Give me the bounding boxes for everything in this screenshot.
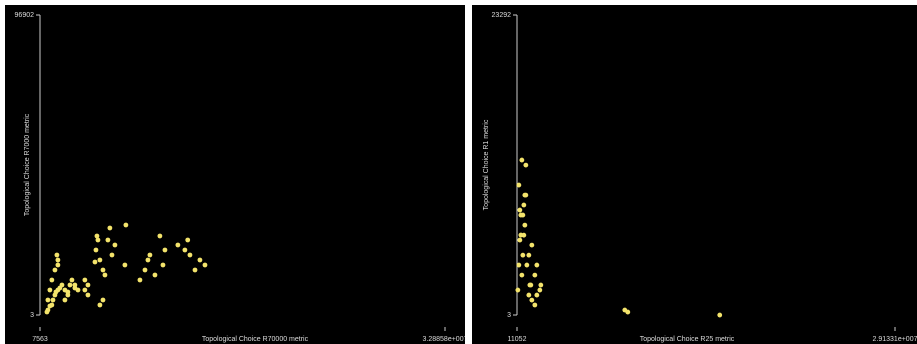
point — [45, 297, 51, 303]
y-tick-label: 3 — [507, 312, 511, 319]
scatter-panel: 3 23292 11052 2.91331e+007 Topological Choic… — [472, 5, 917, 344]
point — [95, 237, 101, 243]
point — [142, 267, 148, 273]
point — [45, 307, 51, 313]
x-tick-label: 11052 — [508, 336, 527, 343]
y-axis-label: Topological Choice R7000 metric — [24, 113, 31, 216]
point — [523, 162, 529, 168]
point — [52, 267, 58, 273]
point — [65, 292, 71, 298]
point — [526, 252, 532, 258]
x-tick-label: 3.28858e+007 — [423, 336, 465, 343]
point — [137, 277, 143, 283]
x-axis-label: Topological Choice R70000 metric — [202, 336, 309, 343]
point — [72, 285, 78, 291]
point — [93, 247, 99, 253]
point — [532, 272, 538, 278]
point — [157, 233, 163, 239]
point — [54, 252, 60, 258]
point — [82, 277, 88, 283]
point — [187, 252, 193, 258]
point — [85, 292, 91, 298]
point — [122, 262, 128, 268]
point — [85, 282, 91, 288]
point — [192, 267, 198, 273]
point — [47, 287, 53, 293]
point — [625, 309, 631, 315]
y-tick-label: 3 — [30, 312, 34, 319]
x-axis-label: Topological Choice R25 metric — [640, 336, 735, 343]
point — [519, 157, 525, 163]
point — [529, 297, 535, 303]
point — [112, 242, 118, 248]
point — [526, 292, 532, 298]
point — [62, 297, 68, 303]
point — [515, 287, 521, 293]
point — [49, 302, 55, 308]
point — [538, 282, 544, 288]
point — [202, 262, 208, 268]
scatter-panel: 3 96902 7563 3.28858e+007 Topological Choice… — [5, 5, 465, 344]
point — [518, 232, 524, 238]
point — [532, 302, 538, 308]
point — [152, 272, 158, 278]
point — [102, 272, 108, 278]
point — [520, 252, 526, 258]
point — [517, 207, 523, 213]
point — [109, 252, 115, 258]
point — [97, 302, 103, 308]
point — [523, 192, 529, 198]
point — [197, 257, 203, 263]
point — [162, 247, 168, 253]
point — [160, 262, 166, 268]
point — [537, 287, 543, 293]
point — [524, 262, 530, 268]
point — [529, 242, 535, 248]
point — [534, 262, 540, 268]
point — [534, 292, 540, 298]
point — [100, 267, 106, 273]
point — [107, 225, 113, 231]
point — [67, 282, 73, 288]
point — [520, 212, 526, 218]
y-tick-label: 96902 — [15, 12, 35, 19]
point — [59, 282, 65, 288]
point — [182, 247, 188, 253]
point — [519, 272, 525, 278]
point — [55, 262, 61, 268]
point — [105, 237, 111, 243]
point — [82, 287, 88, 293]
point — [517, 237, 523, 243]
point — [123, 222, 129, 228]
y-axis-label: Topological Choice R1 metric — [483, 119, 490, 210]
point — [147, 252, 153, 258]
point — [522, 222, 528, 228]
point — [516, 182, 522, 188]
point — [175, 242, 181, 248]
point — [50, 297, 56, 303]
y-tick-label: 23292 — [492, 12, 512, 19]
point — [145, 257, 151, 263]
x-tick-label: 2.91331e+007 — [873, 336, 917, 343]
point — [717, 312, 723, 318]
point — [55, 257, 61, 263]
point — [521, 202, 527, 208]
point — [69, 277, 75, 283]
point — [94, 233, 100, 239]
point — [185, 237, 191, 243]
point — [100, 297, 106, 303]
point — [528, 282, 534, 288]
point — [97, 257, 103, 263]
point — [516, 262, 522, 268]
point — [49, 277, 55, 283]
point — [92, 259, 98, 265]
x-tick-label: 7563 — [32, 336, 48, 343]
